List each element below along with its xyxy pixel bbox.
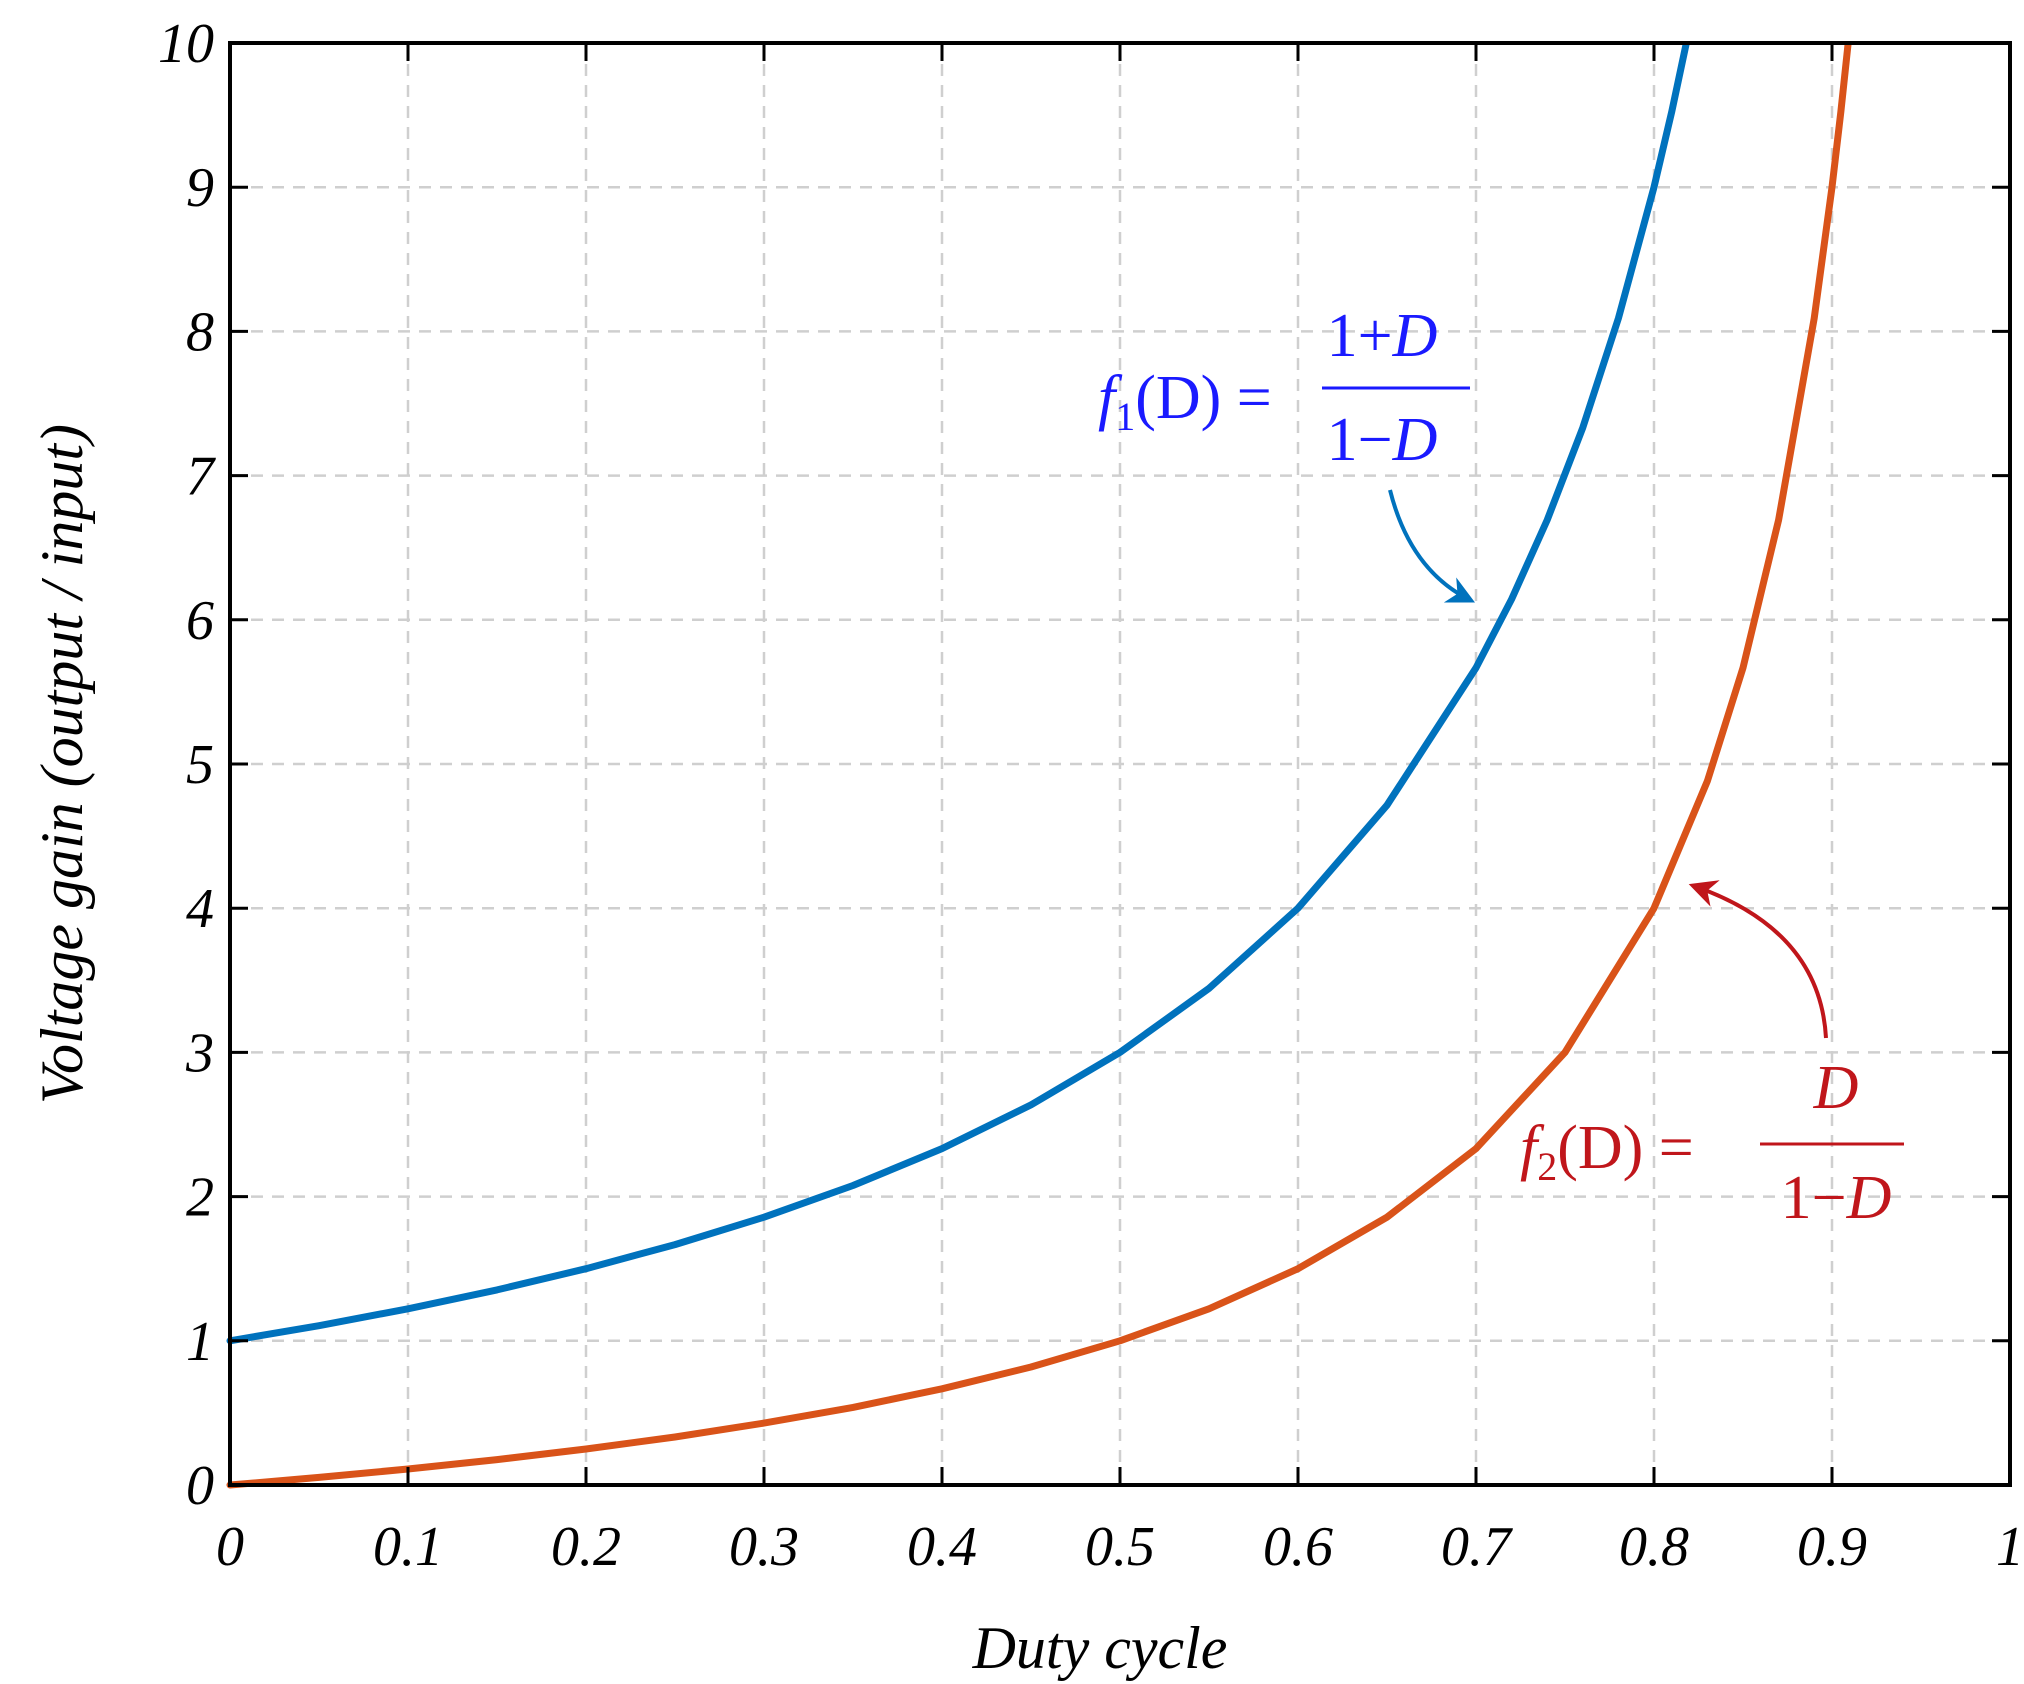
f2-numerator: D	[1813, 1054, 1859, 1122]
y-tick-label: 7	[186, 446, 216, 508]
x-tick-label: 0.1	[373, 1516, 443, 1578]
x-tick-label: 0.6	[1263, 1516, 1333, 1578]
x-tick-label: 0.8	[1619, 1516, 1689, 1578]
f1-lhs: f1(D) =	[1098, 364, 1272, 439]
f2-denominator: 1−D	[1781, 1164, 1892, 1232]
f2-formula-annotation: f2(D) = D 1−D	[1520, 880, 1904, 1232]
x-tick-label: 0.9	[1797, 1516, 1867, 1578]
f1-denominator: 1−D	[1327, 406, 1438, 474]
f1-numerator: 1+D	[1327, 302, 1438, 370]
series-layer	[226, 41, 1852, 1489]
y-tick-label: 9	[186, 157, 214, 219]
y-tick-label: 10	[158, 13, 214, 75]
f2-pointer-arrow	[1688, 880, 1828, 1039]
x-tick-label: 1	[1996, 1516, 2024, 1578]
x-tick-label: 0.4	[907, 1516, 977, 1578]
y-tick-label: 6	[186, 590, 214, 652]
grid-lines	[230, 43, 2010, 1485]
y-tick-label: 8	[186, 301, 214, 363]
x-tick-label: 0.5	[1085, 1516, 1155, 1578]
axis-ticks	[228, 41, 2012, 1487]
y-tick-label: 1	[186, 1311, 214, 1373]
x-tick-label: 0.2	[551, 1516, 621, 1578]
y-tick-label: 4	[186, 878, 214, 940]
x-tick-labels: 0 0.1 0.2 0.3 0.4 0.5 0.6 0.7 0.8 0.9 1	[216, 1516, 2024, 1578]
y-tick-label: 0	[186, 1455, 214, 1517]
y-tick-label: 2	[186, 1167, 214, 1229]
series-line-f2	[226, 41, 1852, 1489]
x-tick-label: 0.3	[729, 1516, 799, 1578]
f2-lhs: f2(D) =	[1520, 1114, 1694, 1189]
y-axis-label: Voltage gain (output / input)	[29, 424, 95, 1104]
y-tick-label: 5	[186, 734, 214, 796]
x-tick-label: 0	[216, 1516, 244, 1578]
f1-formula-annotation: f1(D) = 1+D 1−D	[1098, 302, 1476, 603]
y-tick-labels: 0 1 2 3 4 5 6 7 8 9 10	[158, 13, 216, 1517]
f1-pointer-arrow	[1388, 489, 1476, 603]
series-line-f1	[226, 41, 1690, 1345]
x-tick-label: 0.7	[1441, 1516, 1513, 1578]
x-axis-label: Duty cycle	[972, 1615, 1228, 1681]
y-tick-label: 3	[185, 1022, 214, 1084]
